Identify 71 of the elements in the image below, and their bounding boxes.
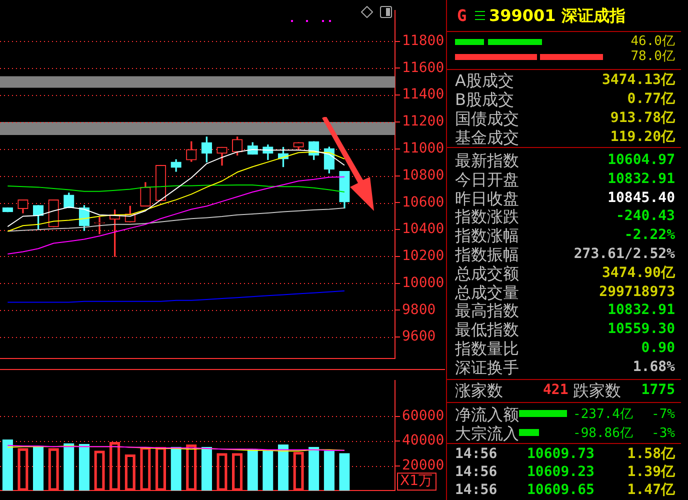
- text: 指数量比: [455, 339, 519, 358]
- y-tick-label: 11200: [402, 114, 444, 130]
- text: -2.22%: [624, 226, 675, 246]
- text: A股成交: [455, 71, 514, 90]
- text: 3474.90亿: [602, 264, 675, 283]
- text: 涨家数: [455, 381, 503, 400]
- text: X1万: [400, 473, 432, 490]
- text: 10845.40: [608, 188, 675, 208]
- text: 46.0亿: [630, 34, 675, 49]
- text: 399001 深证成指: [489, 6, 626, 27]
- text: 78.0亿: [630, 49, 675, 64]
- text: 119.20亿: [610, 128, 675, 147]
- y-tick-label: 11400: [402, 86, 444, 103]
- y-tick-label: 10000: [402, 274, 444, 291]
- text: 指数涨跌: [455, 207, 519, 226]
- y-tick-label: 10400: [402, 221, 444, 238]
- text: -237.4亿: [573, 406, 633, 424]
- text: 最高指数: [455, 301, 519, 320]
- text: 299718973: [599, 282, 675, 302]
- text: 1.68%: [632, 358, 675, 377]
- text: 14:56: [455, 481, 498, 500]
- text: 10609.23: [527, 463, 594, 482]
- text: 指数振幅: [455, 245, 519, 264]
- text: -98.86亿: [573, 425, 633, 443]
- text: 10559.30: [608, 320, 675, 340]
- text: 913.78亿: [610, 109, 675, 128]
- text: 昨日收盘: [455, 188, 519, 208]
- text: 10604.97: [608, 151, 675, 170]
- y-tick-label: 40000: [402, 432, 444, 449]
- text: -240.43: [616, 207, 675, 226]
- y-tick-label: 10200: [402, 248, 444, 264]
- text: 1.39亿: [627, 463, 675, 482]
- text: 0.90: [641, 339, 675, 358]
- text: 净流入额: [455, 405, 519, 424]
- text: B股成交: [455, 90, 514, 109]
- text: 最低指数: [455, 320, 519, 340]
- y-tick-label: 11000: [402, 140, 444, 157]
- text: 1775: [641, 381, 675, 400]
- text: G: [457, 6, 467, 25]
- text: 今日开盘: [455, 170, 519, 189]
- text: 10832.91: [608, 301, 675, 320]
- y-tick-label: 20000: [402, 457, 444, 474]
- text: 10609.65: [527, 481, 594, 500]
- text: 国债成交: [455, 109, 519, 128]
- text: 1.58亿: [627, 445, 675, 464]
- y-tick-label: 9800: [402, 302, 436, 318]
- text: 基金成交: [455, 128, 519, 147]
- text: 1.47亿: [627, 481, 675, 500]
- text: 跌家数: [573, 381, 621, 400]
- text: 总成交额: [455, 264, 519, 283]
- text: 大宗流入: [455, 424, 519, 443]
- text: 3474.13亿: [602, 71, 675, 90]
- text: -3%: [652, 425, 675, 443]
- text: 最新指数: [455, 151, 519, 170]
- text: -7%: [652, 406, 675, 424]
- text: 10609.73: [527, 445, 594, 464]
- text: 总成交量: [455, 282, 519, 302]
- y-tick-label: 9600: [402, 328, 436, 345]
- y-tick-label: 11600: [402, 60, 444, 76]
- text: 14:56: [455, 463, 498, 482]
- text: 深证换手: [455, 358, 519, 377]
- y-tick-label: 10800: [402, 167, 444, 184]
- text: 14:56: [455, 445, 498, 464]
- text: 10832.91: [608, 170, 675, 189]
- text: 273.61/2.52%: [574, 245, 675, 264]
- y-tick-label: 60000: [402, 408, 444, 424]
- text: 421: [543, 381, 568, 400]
- y-tick-label: 11800: [402, 32, 444, 49]
- text: 指数涨幅: [455, 226, 519, 246]
- y-tick-label: 10600: [402, 194, 444, 210]
- text: 0.77亿: [627, 90, 675, 109]
